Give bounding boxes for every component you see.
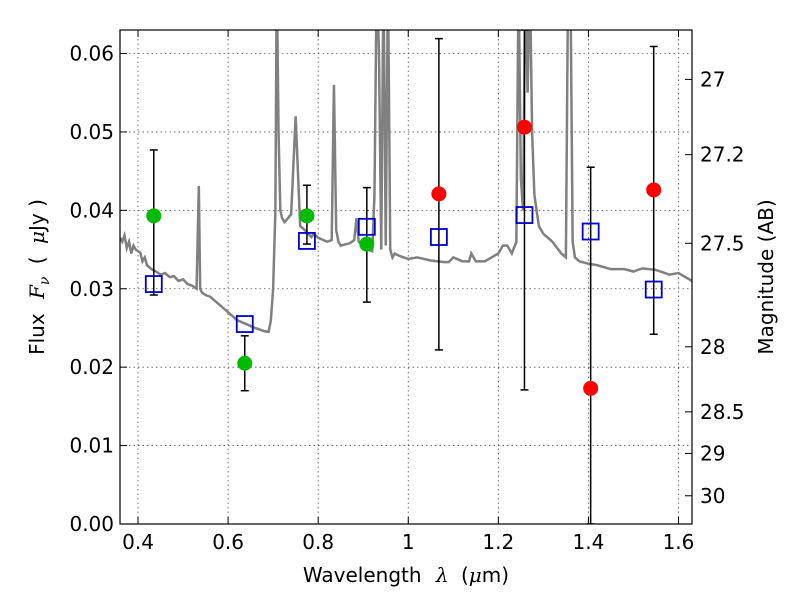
measured-point-red <box>646 182 662 198</box>
model-square <box>644 280 663 299</box>
x-tick-label: 1 <box>402 530 415 554</box>
measured-point-red <box>583 380 599 396</box>
y-axis-label-unit-rest: Jy ) <box>25 199 49 233</box>
y-axis-label-unit-mu: μ <box>25 231 49 244</box>
y-axis-ticks: 0.00 0.01 0.02 0.03 0.04 0.05 0.06 <box>69 42 127 536</box>
plot-background <box>120 30 692 524</box>
y-tick-label: 0.06 <box>69 42 114 66</box>
y-axis-label-subscript: ν <box>37 276 53 285</box>
x-axis-label: Wavelength λ (μm) <box>303 563 509 587</box>
model-square <box>298 232 316 250</box>
x-tick-label: 0.6 <box>212 530 244 554</box>
model-square <box>581 222 600 241</box>
y-tick-label: 0.05 <box>69 120 114 144</box>
model-square <box>144 275 163 293</box>
model-square <box>429 228 448 246</box>
y2-tick-label: 28 <box>700 335 725 359</box>
y2-tick-label: 29 <box>700 441 725 465</box>
y-tick-label: 0.00 <box>69 512 114 536</box>
measured-point-green <box>299 208 315 224</box>
x-tick-label: 1.2 <box>482 530 514 554</box>
y2-tick-label: 27 <box>700 67 725 91</box>
y-axis-label-text: Flux <box>25 313 49 355</box>
x-tick-label: 0.4 <box>122 530 154 554</box>
x-axis-label-symbol: λ <box>435 563 449 587</box>
x-axis-label-unit-open: ( <box>461 563 469 587</box>
y2-tick-label: 27.5 <box>700 231 745 255</box>
y-tick-label: 0.01 <box>69 434 114 458</box>
model-spectrum-line <box>120 30 692 334</box>
y-axis-label-unit-open: ( <box>25 256 49 264</box>
measured-points <box>146 119 662 396</box>
y-axis-label: Flux Fν ( μJy ) <box>25 199 54 355</box>
measured-point-green <box>237 355 253 371</box>
x-axis-label-unit-mu: μ <box>469 563 482 587</box>
grid-lines <box>120 30 692 524</box>
y2-axis-label: Magnitude (AB) <box>754 199 778 354</box>
y-tick-label: 0.02 <box>69 355 114 379</box>
x-tick-label: 1.6 <box>663 530 695 554</box>
x-axis-ticks: 0.4 0.6 0.8 1 1.2 1.4 1.6 <box>122 30 694 554</box>
y2-tick-label: 27.2 <box>700 143 745 167</box>
y-tick-label: 0.03 <box>69 277 114 301</box>
x-axis-label-text: Wavelength <box>303 563 422 587</box>
model-squares <box>144 206 663 333</box>
x-axis-label-unit-rest: m) <box>482 563 509 587</box>
model-square <box>357 217 376 236</box>
x-tick-label: 0.8 <box>302 530 334 554</box>
y-tick-label: 0.04 <box>69 198 114 222</box>
plot-frame <box>119 29 693 525</box>
y-axis-label-symbol: F <box>25 284 49 300</box>
y2-tick-label: 30 <box>700 484 725 508</box>
model-square <box>515 206 534 224</box>
x-tick-label: 1.4 <box>573 530 605 554</box>
y2-axis-ticks: 27 27.2 27.5 28 28.5 29 30 <box>685 67 745 508</box>
y2-tick-label: 28.5 <box>700 400 745 424</box>
measured-point-red <box>516 119 532 135</box>
measured-point-green <box>146 208 162 224</box>
model-square <box>235 315 254 333</box>
measured-point-green <box>359 236 375 252</box>
measured-point-red <box>431 186 447 202</box>
